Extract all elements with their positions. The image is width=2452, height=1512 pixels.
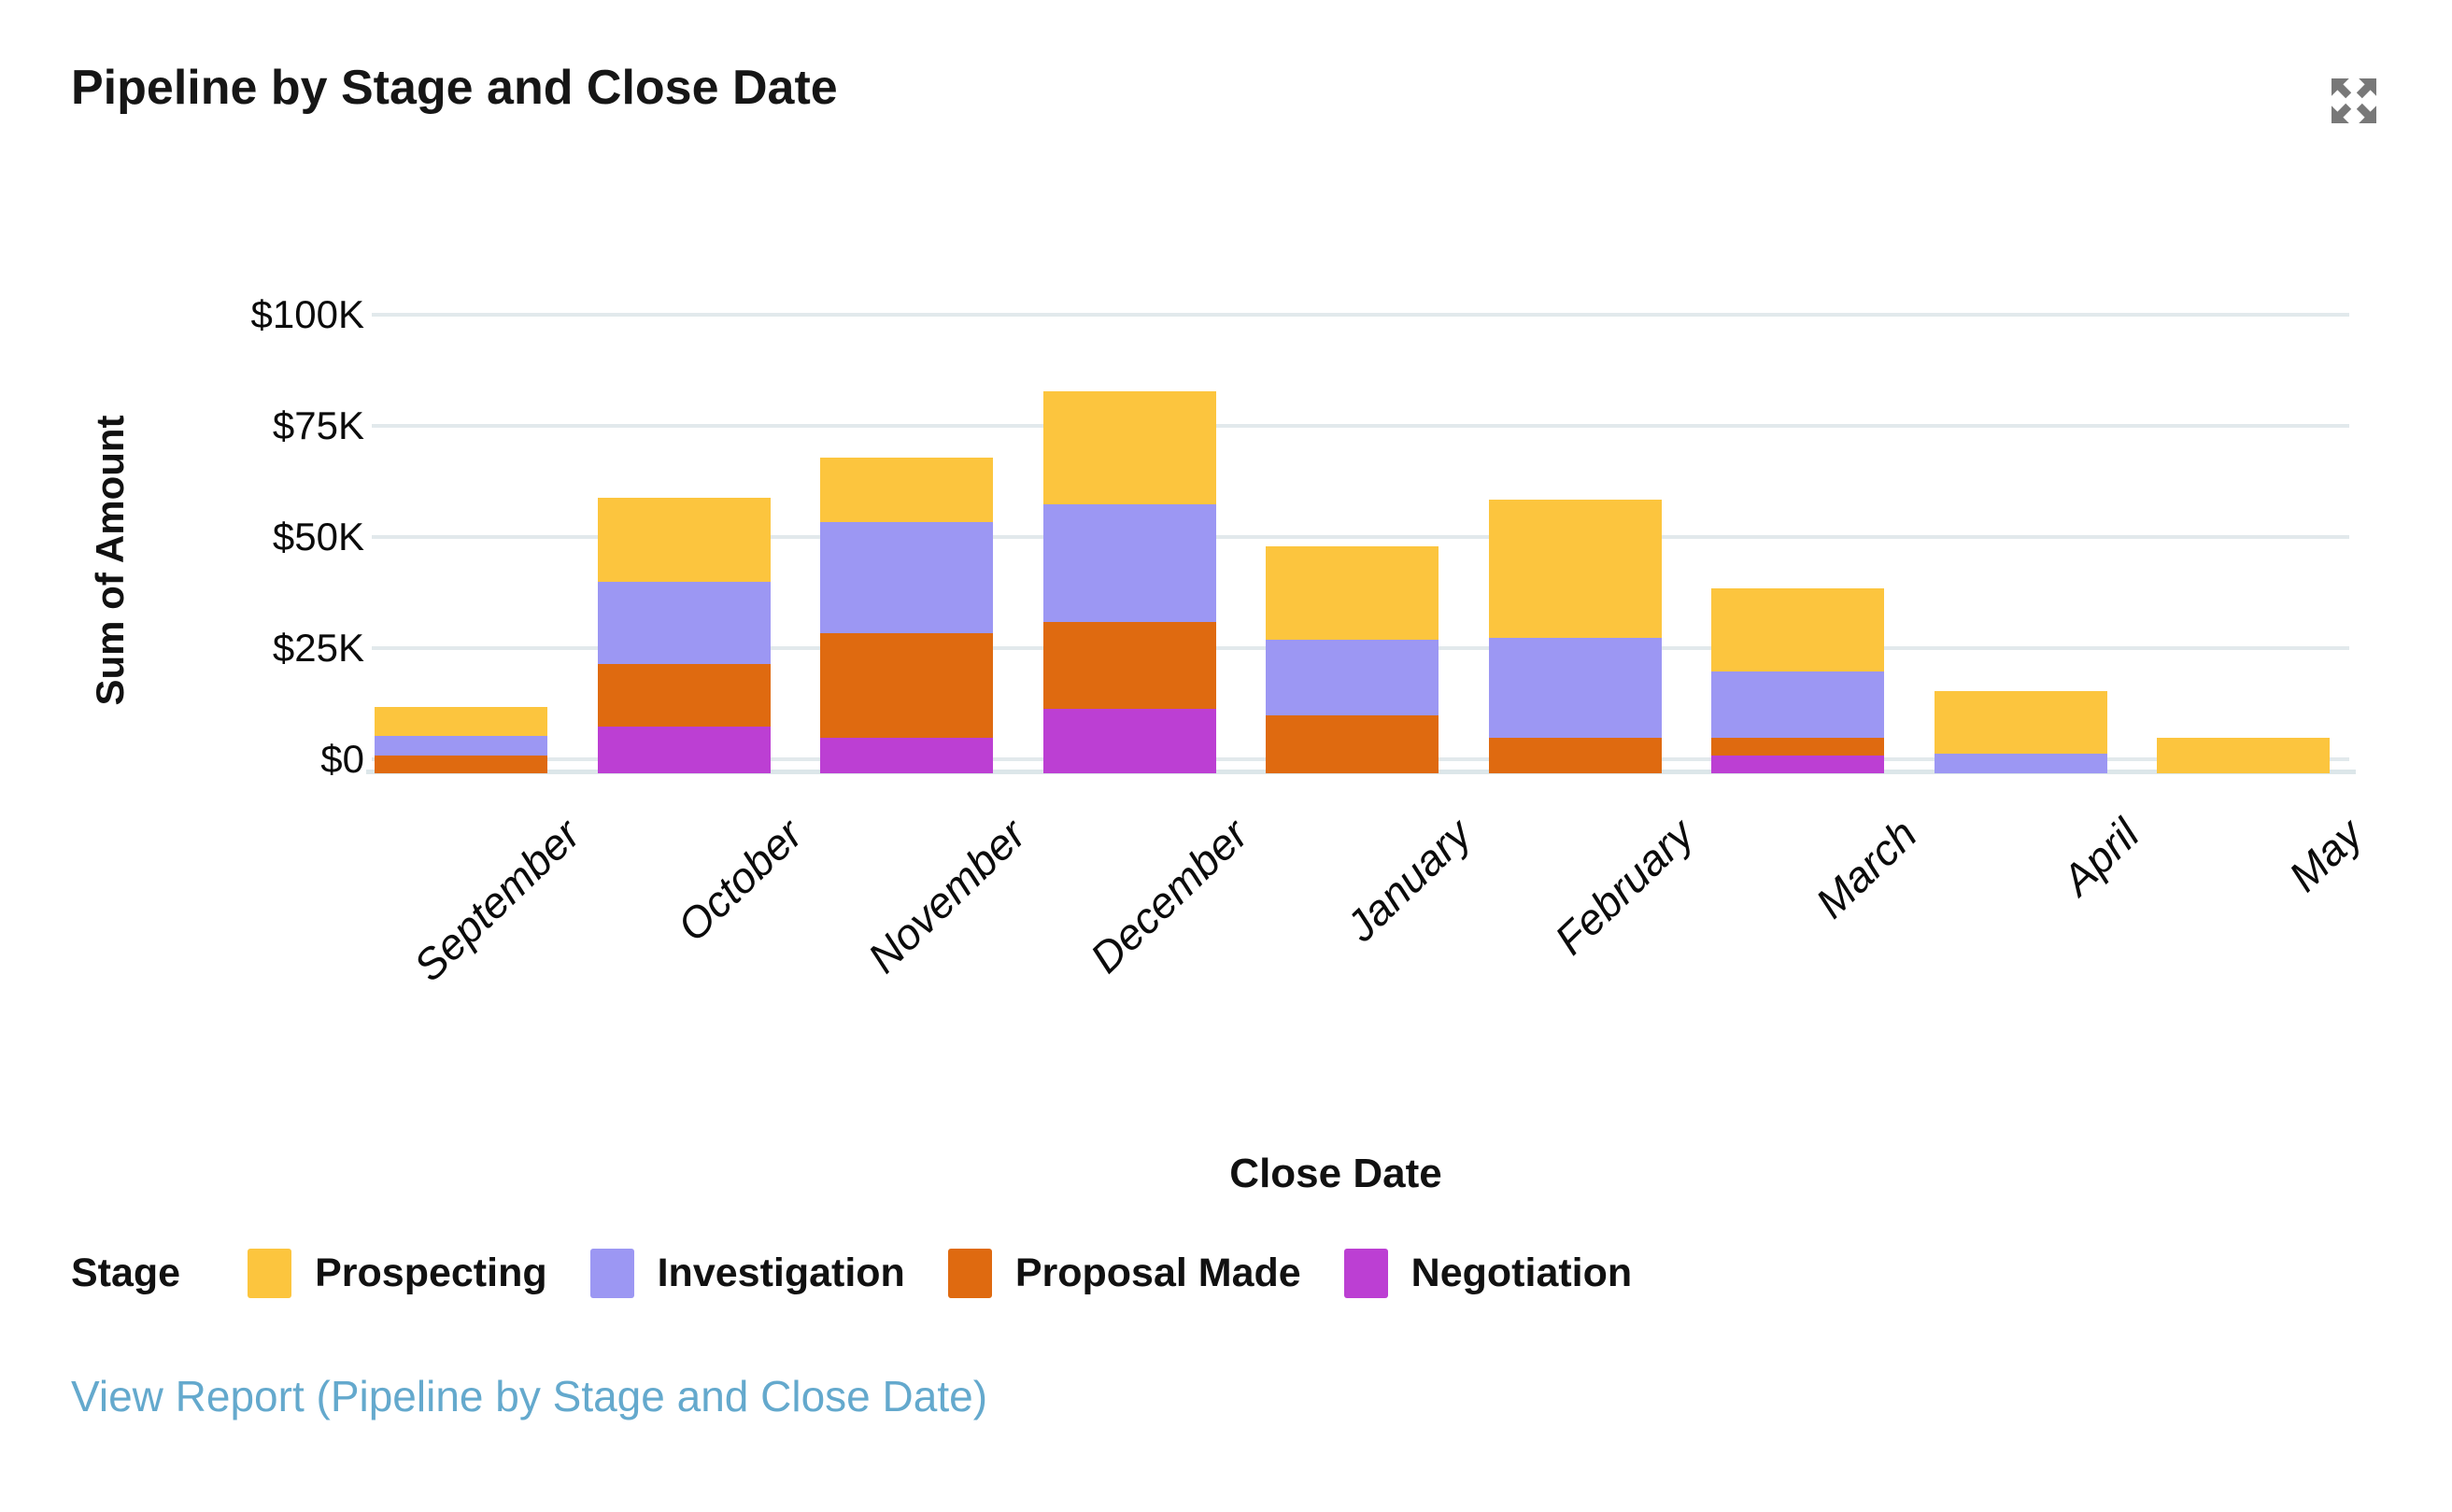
bar-segment-march-investigation[interactable] xyxy=(1711,671,1884,738)
x-tick-label-january: January xyxy=(1336,809,1481,951)
bar-segment-october-proposal-made[interactable] xyxy=(597,664,771,727)
bar-february xyxy=(1488,500,1662,773)
bar-segment-november-proposal-made[interactable] xyxy=(820,633,993,738)
gridline-100k xyxy=(372,313,2349,317)
bar-segment-october-prospecting[interactable] xyxy=(597,497,771,583)
bar-may xyxy=(2157,737,2330,773)
bar-april xyxy=(1934,690,2107,773)
x-tick-label-february: February xyxy=(1545,809,1703,964)
bar-segment-april-prospecting[interactable] xyxy=(1934,690,2107,754)
x-tick-label-october: October xyxy=(667,809,812,951)
y-tick-label: $25K xyxy=(272,626,364,670)
bar-segment-september-proposal-made[interactable] xyxy=(375,755,547,773)
bar-segment-september-prospecting[interactable] xyxy=(375,706,547,736)
page-title: Pipeline by Stage and Close Date xyxy=(71,61,838,115)
bar-segment-november-prospecting[interactable] xyxy=(820,458,993,523)
bar-december xyxy=(1042,390,1216,773)
legend-swatch-investigation xyxy=(589,1248,634,1298)
legend-title: Stage xyxy=(71,1250,181,1295)
legend-swatch-proposal-made xyxy=(947,1248,992,1298)
bar-segment-february-investigation[interactable] xyxy=(1488,637,1662,738)
legend-item-proposal-made[interactable]: Proposal Made xyxy=(947,1248,1301,1298)
bar-segment-march-prospecting[interactable] xyxy=(1711,588,1884,671)
x-tick-label-november: November xyxy=(857,809,1035,982)
bar-segment-march-proposal-made[interactable] xyxy=(1711,737,1884,756)
y-tick-label: $0 xyxy=(320,737,364,781)
legend-item-prospecting[interactable]: Prospecting xyxy=(248,1248,547,1298)
bar-september xyxy=(375,706,547,773)
bar-segment-december-proposal-made[interactable] xyxy=(1042,622,1216,709)
legend-item-investigation[interactable]: Investigation xyxy=(589,1248,905,1298)
y-tick-label: $75K xyxy=(272,403,364,447)
y-tick-label: $100K xyxy=(250,292,364,336)
bar-november xyxy=(820,458,993,773)
chart-legend: Stage Prospecting Investigation Proposal M… xyxy=(71,1246,1675,1300)
bar-segment-january-prospecting[interactable] xyxy=(1266,546,1439,641)
legend-label: Proposal Made xyxy=(1014,1250,1301,1295)
y-tick-label: $50K xyxy=(272,515,364,558)
bar-segment-november-negotiation[interactable] xyxy=(820,737,993,773)
legend-label: Prospecting xyxy=(315,1250,547,1295)
legend-swatch-negotiation xyxy=(1343,1248,1388,1298)
bar-segment-february-prospecting[interactable] xyxy=(1488,500,1662,638)
gridline-50k xyxy=(372,535,2349,539)
bar-january xyxy=(1266,546,1439,773)
bar-segment-december-investigation[interactable] xyxy=(1042,504,1216,623)
x-tick-label-december: December xyxy=(1081,809,1257,982)
bar-segment-october-negotiation[interactable] xyxy=(597,726,771,773)
bar-segment-october-investigation[interactable] xyxy=(597,582,771,665)
legend-item-negotiation[interactable]: Negotiation xyxy=(1343,1248,1633,1298)
bar-segment-january-investigation[interactable] xyxy=(1266,640,1439,716)
x-tick-label-april: April xyxy=(2052,809,2148,905)
bar-segment-september-investigation[interactable] xyxy=(375,735,547,756)
bar-segment-january-proposal-made[interactable] xyxy=(1266,715,1439,773)
bar-segment-december-negotiation[interactable] xyxy=(1042,708,1216,773)
bar-segment-november-investigation[interactable] xyxy=(820,522,993,634)
bar-segment-february-proposal-made[interactable] xyxy=(1488,737,1662,773)
bar-segment-march-negotiation[interactable] xyxy=(1711,755,1884,773)
expand-chart-button[interactable] xyxy=(2324,71,2384,131)
bar-segment-december-prospecting[interactable] xyxy=(1042,390,1216,504)
x-tick-label-march: March xyxy=(1806,809,1926,927)
view-report-link[interactable]: View Report (Pipeline by Stage and Close… xyxy=(71,1372,988,1420)
x-tick-label-may: May xyxy=(2278,809,2372,901)
bar-segment-may-prospecting[interactable] xyxy=(2157,737,2330,773)
gridline-75k xyxy=(372,424,2349,428)
expand-arrows-icon xyxy=(2324,78,2384,134)
bar-october xyxy=(597,497,771,773)
legend-label: Investigation xyxy=(657,1250,905,1295)
x-axis-title: Close Date xyxy=(1229,1151,1442,1196)
bar-march xyxy=(1711,588,1884,773)
legend-swatch-prospecting xyxy=(248,1248,292,1298)
bar-segment-april-investigation[interactable] xyxy=(1934,753,2107,773)
x-tick-label-september: September xyxy=(404,809,589,991)
legend-label: Negotiation xyxy=(1410,1250,1633,1295)
